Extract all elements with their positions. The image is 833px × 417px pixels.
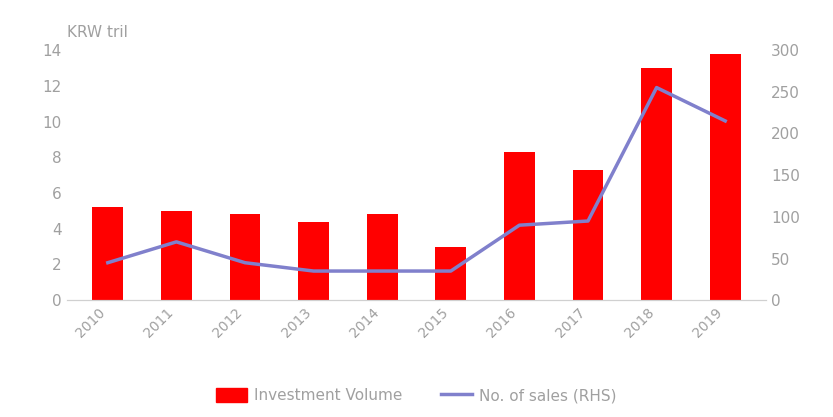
Bar [230,214,261,300]
Bar [641,68,672,300]
Bar [161,211,192,300]
Bar [298,221,329,300]
Text: KRW tril: KRW tril [67,25,127,40]
Bar [572,170,603,300]
Legend: Investment Volume, No. of sales (RHS): Investment Volume, No. of sales (RHS) [210,382,623,409]
Bar [504,152,535,300]
Bar [710,54,741,300]
Bar [367,214,397,300]
Bar [436,246,466,300]
Bar [92,207,123,300]
